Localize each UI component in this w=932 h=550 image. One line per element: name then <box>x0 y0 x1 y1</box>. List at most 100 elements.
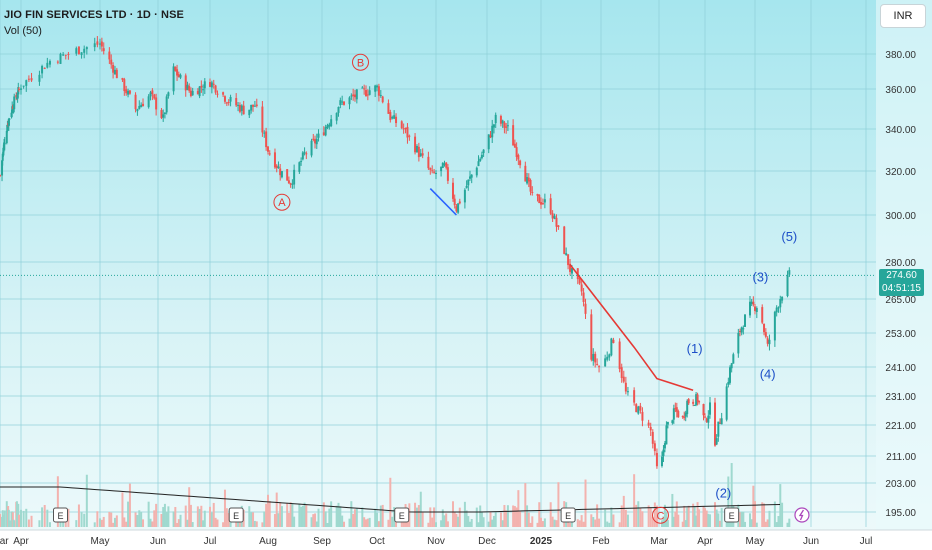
candle-body <box>479 158 482 162</box>
candle-body <box>102 48 105 52</box>
earnings-marker[interactable] <box>53 507 68 523</box>
candle-body <box>665 425 668 445</box>
candle-body <box>443 163 446 165</box>
volume-bar <box>377 521 380 527</box>
volume-bar <box>75 520 78 527</box>
volume-bar <box>491 519 494 527</box>
volume-bar <box>376 512 378 527</box>
volume-bar <box>707 513 710 527</box>
candle-body <box>477 161 480 167</box>
last-price-value: 274.60 <box>886 270 917 281</box>
earnings-marker[interactable] <box>228 507 244 523</box>
candle-body <box>298 162 301 172</box>
volume-bar <box>267 494 269 527</box>
candle-body <box>41 66 44 74</box>
earnings-marker[interactable] <box>724 507 740 523</box>
volume-bar <box>590 514 593 527</box>
candle-body <box>569 263 572 272</box>
volume-bar <box>113 517 116 527</box>
earnings-marker[interactable] <box>394 507 410 523</box>
volume-bar <box>252 512 255 527</box>
volume-bar <box>695 515 698 527</box>
volume-bar <box>529 522 532 527</box>
candle-body <box>739 330 741 332</box>
volume-bar <box>465 510 468 527</box>
candle-body <box>744 314 746 327</box>
candle-body <box>570 268 573 274</box>
candle-body <box>649 426 652 431</box>
candle-body <box>112 64 115 73</box>
candle-body <box>250 104 253 111</box>
candle-body <box>666 421 669 425</box>
volume-bar <box>189 504 192 527</box>
volume-bar <box>578 520 581 527</box>
candle-body <box>563 226 566 254</box>
volume-bar <box>186 519 189 527</box>
volume-bar <box>725 520 728 527</box>
candle-body <box>67 53 70 55</box>
x-tick-label: May <box>91 536 110 547</box>
volume-bar <box>322 502 325 527</box>
volume-bar <box>440 520 443 527</box>
volume-bar <box>492 515 495 527</box>
candle-body <box>134 94 137 110</box>
volume-bar <box>773 501 776 527</box>
candle-body <box>100 41 103 47</box>
candle-body <box>540 201 542 205</box>
candle-body <box>725 386 728 420</box>
candle-body <box>660 456 663 467</box>
candle-body <box>677 411 680 418</box>
candle-body <box>414 136 417 153</box>
candle-body <box>99 43 101 45</box>
candle-body <box>536 193 539 196</box>
volume-bar <box>177 519 180 527</box>
volume-bar <box>287 512 290 527</box>
volume-bar <box>38 520 41 527</box>
volume-bar <box>83 513 86 527</box>
candle-body <box>223 96 226 102</box>
y-tick-label: 221.00 <box>885 421 916 432</box>
volume-bar <box>99 518 101 527</box>
volume-bar <box>705 510 708 527</box>
x-tick-label: Apr <box>13 536 29 547</box>
candle-body <box>3 142 6 145</box>
volume-bar <box>475 507 478 527</box>
earnings-marker[interactable] <box>560 507 576 523</box>
volume-bar <box>674 511 677 527</box>
candle-body <box>293 169 296 185</box>
wave-label: (4) <box>760 367 776 382</box>
volume-bar <box>368 517 371 527</box>
candle-body <box>261 106 264 133</box>
volume-bar <box>277 513 280 527</box>
candle-body <box>639 405 642 411</box>
candle-body <box>212 83 215 85</box>
volume-bar <box>115 515 118 527</box>
candle-body <box>322 132 325 136</box>
time-axis-bg <box>0 530 932 550</box>
x-tick-label: May <box>746 536 765 547</box>
x-tick-label: Jun <box>150 536 166 547</box>
candle-body <box>786 275 789 297</box>
volume-bar <box>361 507 364 527</box>
candle-body <box>80 52 83 56</box>
y-tick-label: 280.00 <box>885 258 916 269</box>
candle-body <box>527 177 530 182</box>
volume-bar <box>198 508 201 527</box>
volume-bar <box>457 516 460 527</box>
candle-body <box>77 46 80 55</box>
candle-body <box>458 201 461 204</box>
candle-body <box>363 88 366 90</box>
y-tick-label: 231.00 <box>885 392 916 403</box>
candle-body <box>121 78 124 80</box>
volume-bar <box>720 507 723 527</box>
volume-bar <box>275 492 278 527</box>
candle-body <box>196 90 199 95</box>
candle-body <box>482 149 485 154</box>
candle-body <box>435 173 437 175</box>
candle-body <box>138 105 141 109</box>
y-tick-label: 203.00 <box>885 479 916 490</box>
candle-body <box>400 121 403 129</box>
currency-button[interactable]: INR <box>880 4 926 28</box>
candle-body <box>582 292 585 302</box>
